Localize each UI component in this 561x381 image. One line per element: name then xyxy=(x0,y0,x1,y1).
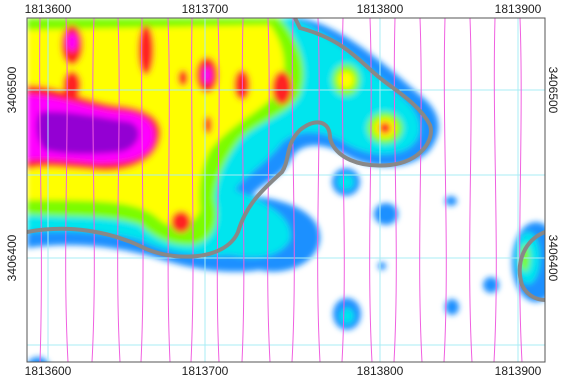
right-label: 3406400 xyxy=(546,235,560,282)
heatmap xyxy=(27,18,560,375)
top-label: 1813800 xyxy=(357,2,404,16)
bottom-label: 1813800 xyxy=(357,364,404,378)
bottom-label: 1813700 xyxy=(182,364,229,378)
map-view: 1813600 1813700 1813800 1813900 1813600 … xyxy=(0,0,561,381)
right-label: 3406500 xyxy=(546,67,560,114)
left-label: 3406400 xyxy=(5,234,19,281)
top-label: 1813900 xyxy=(495,2,542,16)
bottom-label: 1813900 xyxy=(495,364,542,378)
top-label: 1813700 xyxy=(182,2,229,16)
top-label: 1813600 xyxy=(25,2,72,16)
left-label: 3406500 xyxy=(5,66,19,113)
bottom-label: 1813600 xyxy=(25,364,72,378)
